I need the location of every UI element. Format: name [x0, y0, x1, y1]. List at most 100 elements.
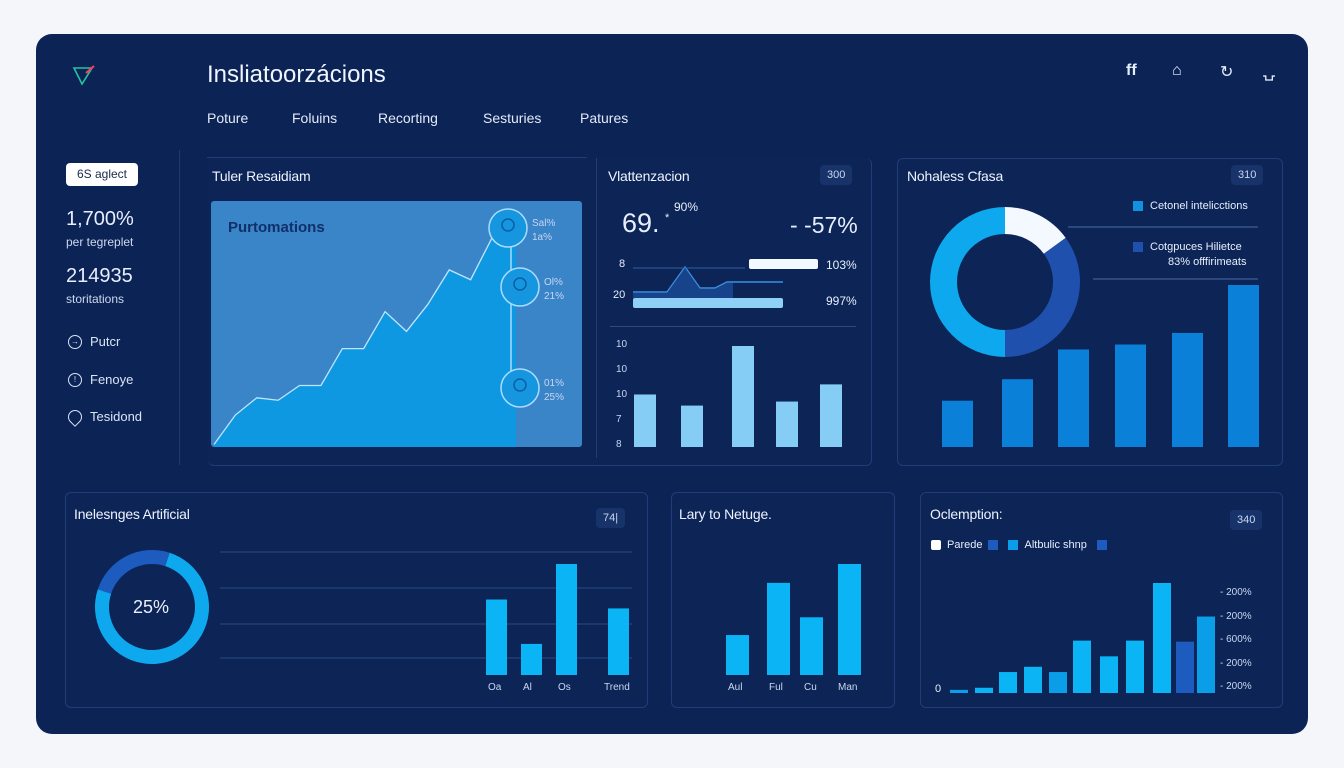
- legend-sub: 83% offfirimeats: [1168, 256, 1247, 268]
- bar: [486, 599, 507, 675]
- row-bar-white: [749, 259, 818, 269]
- card-title: Nohaless Cfasa: [907, 168, 1004, 184]
- bar: [999, 672, 1017, 693]
- bar: [634, 394, 656, 447]
- y-tick: 8: [616, 439, 622, 450]
- x-tick: Al: [523, 682, 532, 693]
- period-dropdown[interactable]: 340: [1230, 510, 1263, 530]
- y-tick: 7: [616, 414, 622, 425]
- row-value: 997%: [826, 294, 857, 308]
- card-title: Lary to Netuge.: [679, 506, 772, 522]
- person-icon: [513, 277, 527, 291]
- tab-foluins[interactable]: Foluins: [292, 110, 338, 126]
- mini-area: [633, 268, 733, 298]
- y-tick: 10: [616, 389, 628, 400]
- clock-icon: !: [68, 372, 82, 387]
- bar: [950, 689, 968, 693]
- vlatt-divider: [596, 158, 597, 458]
- bar: [556, 564, 577, 675]
- donut-label: 25%: [133, 597, 170, 617]
- area-line: [213, 227, 509, 445]
- legend-swatch: [1096, 540, 1107, 550]
- row-value: 103%: [826, 258, 857, 272]
- period-dropdown[interactable]: 74|: [596, 508, 626, 528]
- bar: [776, 401, 798, 447]
- bar: [942, 400, 973, 447]
- node-label: 01%: [544, 378, 565, 389]
- period-dropdown[interactable]: 310: [1231, 165, 1264, 185]
- bar: [1049, 672, 1067, 693]
- card-title: Inelesnges Artificial: [74, 506, 190, 522]
- donut-slice: [1005, 237, 1080, 357]
- legend-label: Cetonel intelicctions: [1150, 200, 1248, 212]
- avatar-node: [488, 208, 528, 248]
- tab-poture[interactable]: Poture: [207, 110, 249, 126]
- refresh-icon[interactable]: ↻: [1220, 64, 1234, 81]
- bar: [1115, 344, 1146, 447]
- bar: [1126, 640, 1144, 693]
- legend-label: Cotgpuces Hilietce: [1150, 241, 1242, 253]
- legend-item: Cotgpuces Hilietce: [1133, 241, 1242, 253]
- sidebar-item-label: Tesidond: [90, 409, 143, 424]
- donut-slice: [97, 550, 170, 594]
- person-icon: [513, 378, 527, 392]
- export-icon[interactable]: ⍽: [1263, 64, 1276, 81]
- legend-swatch: [931, 540, 941, 550]
- bar: [820, 384, 842, 447]
- sidebar-item-tesidond[interactable]: Tesidond: [65, 406, 143, 427]
- bar: [975, 687, 993, 693]
- row-bar-light: [633, 298, 783, 308]
- legend-item: Cetonel intelicctions: [1133, 200, 1248, 212]
- legend-swatch: [988, 540, 999, 550]
- tab-sesturies[interactable]: Sesturies: [483, 110, 542, 126]
- x-tick: Cu: [804, 682, 817, 693]
- x-tick: Oa: [488, 682, 502, 693]
- x-tick: Os: [558, 682, 571, 693]
- legend-swatch: [1133, 201, 1143, 211]
- row-tick: 8: [619, 258, 626, 270]
- stat-value: 1,700%: [66, 208, 134, 230]
- legend: Parede Altbulic shnp: [931, 539, 1107, 551]
- vlatt-separator: [610, 326, 856, 327]
- axis-zero: 0: [935, 683, 942, 695]
- bar: [726, 635, 749, 675]
- sidebar-pill[interactable]: 6S aglect: [66, 163, 138, 186]
- person-icon: [501, 218, 515, 232]
- row-tick: 20: [613, 289, 626, 301]
- x-tick: Man: [838, 682, 858, 693]
- bar: [1100, 656, 1118, 693]
- avatar-node: [500, 368, 540, 408]
- ff-icon[interactable]: ff: [1126, 62, 1137, 79]
- y-tick: - 600%: [1220, 634, 1252, 645]
- donut-slice: [930, 207, 1005, 357]
- sidebar-item-putcr[interactable]: → Putcr: [68, 334, 120, 349]
- x-tick: Trend: [604, 682, 630, 693]
- bar: [838, 564, 861, 675]
- bar: [681, 405, 703, 447]
- tab-patures[interactable]: Patures: [580, 110, 629, 126]
- y-tick: 10: [616, 364, 628, 375]
- bar: [767, 582, 790, 675]
- bar: [1073, 640, 1091, 693]
- legend-swatch: [1133, 242, 1143, 252]
- card-oclem: [920, 492, 1283, 708]
- big-value-sup: 90%: [674, 200, 699, 214]
- delta-value: - -57%: [790, 212, 858, 238]
- bar: [1172, 332, 1203, 447]
- bar: [608, 608, 629, 675]
- sidebar-item-fenoye[interactable]: ! Fenoye: [68, 372, 133, 387]
- card-title: Tuler Resaidiam: [212, 168, 311, 184]
- node-label: 21%: [544, 291, 565, 302]
- big-value: 69.: [622, 208, 660, 238]
- home-icon[interactable]: ⌂: [1172, 62, 1182, 79]
- bar: [1176, 641, 1194, 693]
- period-dropdown[interactable]: 300: [820, 165, 853, 185]
- y-tick: - 200%: [1220, 610, 1252, 622]
- header-divider: [207, 157, 587, 158]
- card-title: Vlattenzacion: [608, 168, 690, 184]
- stat-label: storitations: [66, 292, 125, 306]
- legend-label: Parede: [947, 539, 983, 551]
- y-tick: 10: [616, 339, 628, 350]
- tab-recorting[interactable]: Recorting: [378, 110, 438, 126]
